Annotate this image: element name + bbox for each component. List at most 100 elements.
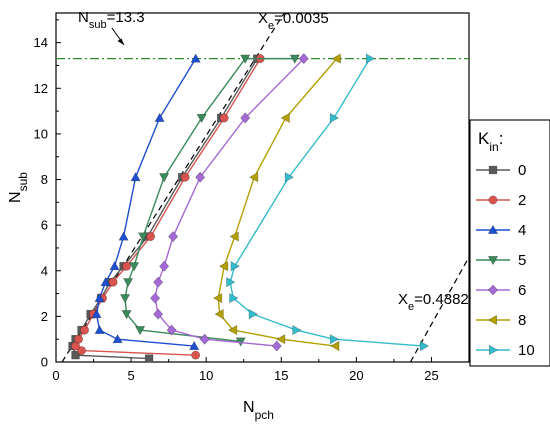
data-point (128, 262, 140, 272)
data-point (218, 261, 229, 272)
axis-labels: Npch Nsub (7, 172, 274, 422)
data-point (249, 172, 259, 183)
data-point (91, 308, 102, 319)
data-point (276, 334, 286, 345)
legend-label: 6 (518, 282, 526, 299)
data-point (134, 326, 146, 336)
data-point (130, 172, 141, 182)
data-point (248, 308, 258, 320)
x-tick-label: 25 (424, 368, 438, 383)
series-line (124, 57, 295, 343)
y-tick-label: 12 (34, 81, 48, 96)
legend-label: 10 (518, 342, 535, 359)
reference-line-diagonal (409, 256, 470, 363)
data-point (94, 292, 105, 303)
data-point (329, 112, 340, 124)
series-6 (150, 53, 309, 352)
series-2 (71, 54, 265, 360)
data-point (330, 340, 340, 352)
x-tick-label: 15 (274, 368, 288, 383)
data-point (180, 172, 190, 182)
annotation-xe-high-rest: =0.43825 (414, 291, 477, 308)
legend-item-6: 6 (476, 282, 526, 299)
data-point (150, 292, 161, 304)
data-point (108, 277, 118, 287)
data-point (94, 324, 105, 335)
data-point (487, 284, 499, 296)
data-point (122, 261, 132, 271)
data-point (298, 53, 309, 65)
legend-label: 8 (518, 312, 526, 329)
data-point (489, 344, 499, 356)
data-point (159, 173, 170, 183)
data-point (487, 224, 499, 234)
data-point (219, 113, 229, 123)
data-point (196, 113, 207, 124)
data-point (121, 310, 132, 320)
data-point (153, 276, 164, 288)
x-axis-title: Npch (243, 399, 274, 422)
data-point (80, 325, 89, 335)
legend-item-8: 8 (476, 312, 526, 329)
data-point (284, 172, 294, 183)
legend-label: 2 (518, 192, 526, 209)
y-axis-title-main: N (7, 191, 24, 203)
series-4 (91, 53, 201, 351)
x-tick-label: 10 (199, 368, 213, 383)
data-point (419, 340, 430, 352)
data-point (488, 165, 498, 175)
series-group (68, 53, 430, 363)
data-point (190, 53, 201, 63)
data-point (118, 231, 129, 241)
legend-item-4: 4 (476, 222, 526, 239)
legend-title-sub: in (489, 140, 498, 154)
legend-label: 4 (518, 222, 526, 239)
legend-box (469, 119, 550, 367)
annotation-xe-low: Xe=0.0035 (258, 10, 329, 32)
data-point (195, 171, 206, 183)
data-point (488, 195, 498, 205)
data-point (119, 294, 131, 304)
series-line (229, 58, 424, 347)
data-point (166, 324, 177, 336)
annotation-xe-low-main: X (258, 10, 268, 27)
annotation-xe-low-rest: =0.0035 (274, 10, 329, 27)
legend-title-rest: : (499, 129, 504, 148)
data-point (230, 261, 240, 272)
x-tick-label: 0 (52, 368, 59, 383)
x-tick-label: 5 (127, 368, 134, 383)
data-point (226, 277, 236, 288)
y-tick-label: 2 (41, 309, 48, 324)
data-point (289, 54, 300, 64)
y-axis-title: Nsub (7, 172, 30, 203)
series-8 (212, 53, 341, 352)
y-tick-label: 0 (41, 355, 48, 370)
data-point (153, 308, 164, 320)
data-point (146, 232, 156, 241)
data-point (487, 256, 499, 266)
data-point (71, 350, 80, 360)
x-tick-label: 20 (349, 368, 363, 383)
data-point (227, 324, 238, 336)
series-line (217, 58, 338, 347)
legend-item-0: 0 (476, 162, 526, 179)
data-point (168, 231, 179, 243)
y-tick-label: 10 (34, 126, 48, 141)
annotation-arrow-head (117, 38, 124, 45)
data-point (331, 53, 341, 64)
data-point (487, 314, 497, 326)
legend-label: 5 (518, 252, 526, 269)
legend-item-2: 2 (476, 192, 526, 209)
annotation-xe-high-sub: e (408, 301, 414, 313)
plot-frame (55, 12, 470, 363)
data-point (199, 333, 210, 345)
data-point (240, 112, 251, 124)
data-point (122, 278, 134, 288)
annotation-xe-high-main: X (398, 291, 408, 308)
data-point (280, 112, 290, 124)
data-point (100, 276, 111, 287)
data-point (191, 350, 201, 360)
data-point (229, 293, 239, 304)
data-point (214, 308, 224, 320)
